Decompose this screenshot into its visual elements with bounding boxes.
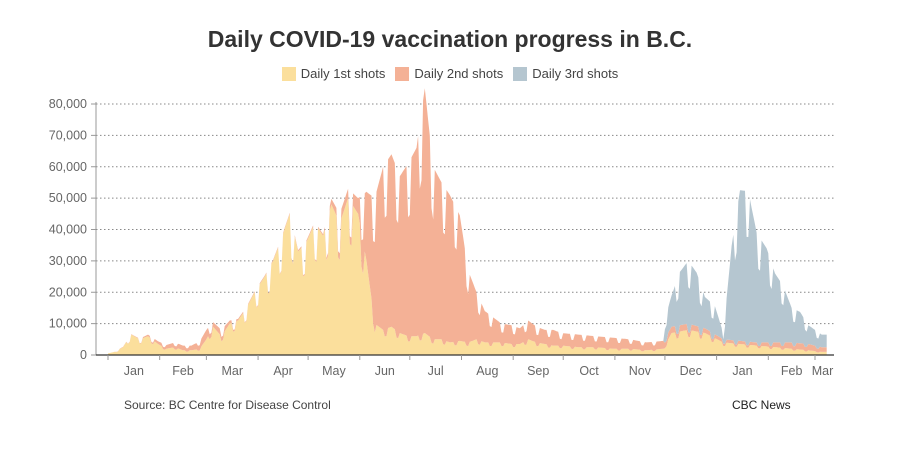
y-tick-label: 70,000 [49, 128, 87, 142]
legend-label-first-shots: Daily 1st shots [300, 66, 386, 81]
x-tick-label: Jul [428, 364, 444, 378]
axes: 0 10,000 20,000 30,000 40,000 50,000 60,000 70,… [49, 97, 834, 378]
y-tick-label: 20,000 [49, 285, 87, 299]
x-tick-label: Nov [629, 364, 652, 378]
y-tick-label: 10,000 [49, 317, 87, 331]
x-tick-label: Aug [476, 364, 498, 378]
x-tick-label: Sep [527, 364, 549, 378]
x-tick-label: Apr [273, 364, 292, 378]
y-tick-label: 80,000 [49, 97, 87, 111]
credit-note: CBC News [732, 398, 791, 412]
x-tick-label: Mar [221, 364, 243, 378]
x-tick-label: May [322, 364, 346, 378]
legend-label-second-shots: Daily 2nd shots [414, 66, 504, 81]
legend-swatch-third-shots [513, 66, 528, 81]
y-tick-label: 40,000 [49, 223, 87, 237]
legend-item-third-shots: Daily 3rd shots [513, 66, 618, 81]
legend-item-first-shots: Daily 1st shots [281, 66, 386, 81]
y-tick-label: 0 [80, 348, 87, 362]
series-areas [108, 88, 827, 355]
x-tick-label: Mar [812, 364, 834, 378]
x-tick-label: Dec [680, 364, 702, 378]
legend-item-second-shots: Daily 2nd shots [395, 66, 503, 81]
area-daily-third-shots [108, 88, 827, 354]
source-note: Source: BC Centre for Disease Control [124, 398, 331, 412]
chart-legend: Daily 1st shots Daily 2nd shots Daily 3r… [0, 66, 900, 81]
area-daily-first-shots [108, 198, 827, 355]
area-daily-second-shots [108, 88, 827, 354]
x-tick-label: Feb [781, 364, 803, 378]
chart-title: Daily COVID-19 vaccination progress in B… [207, 26, 693, 52]
x-tick-label: Jan [732, 364, 752, 378]
legend-swatch-first-shots [281, 66, 296, 81]
y-tick-label: 50,000 [49, 191, 87, 205]
x-tick-label: Jan [124, 364, 144, 378]
legend-label-third-shots: Daily 3rd shots [532, 66, 619, 81]
x-tick-label: Oct [579, 364, 599, 378]
y-tick-label: 30,000 [49, 254, 87, 268]
legend-swatch-second-shots [395, 66, 410, 81]
y-tick-label: 60,000 [49, 160, 87, 174]
x-tick-label: Feb [172, 364, 194, 378]
x-tick-label: Jun [375, 364, 395, 378]
